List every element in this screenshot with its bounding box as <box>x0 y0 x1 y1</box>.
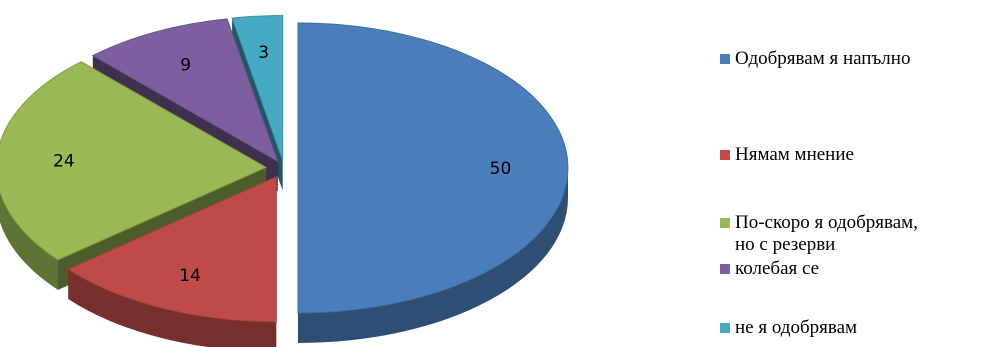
legend-item-disapprove: не я одобрявам <box>720 317 857 339</box>
slice-hesitating <box>91 18 279 163</box>
legend-item-approve-with-reservations: По-скоро я одобрявам, но с резерви <box>720 212 918 256</box>
legend: Одобрявам я напълно Нямам мнение По-скор… <box>720 0 1005 347</box>
legend-swatch-no-opinion <box>720 150 730 160</box>
legend-swatch-approve-with-reservations <box>720 218 730 228</box>
legend-label-approve-fully: Одобрявам я напълно <box>735 48 911 69</box>
data-label-approve-fully: 50 <box>490 159 512 179</box>
legend-label-hesitating: колебая се <box>735 258 820 279</box>
data-label-approve-with-reservations: 24 <box>53 152 75 172</box>
slice-approve-with-reservations <box>0 61 268 261</box>
legend-item-hesitating: колебая се <box>720 258 819 280</box>
data-label-no-opinion: 14 <box>179 266 201 286</box>
legend-label-no-opinion: Нямам мнение <box>735 144 854 165</box>
slice-wall-no-opinion <box>68 269 277 347</box>
legend-swatch-hesitating <box>720 264 730 274</box>
legend-label-approve-with-reservations: По-скоро я одобрявам, но с резерви <box>735 212 918 255</box>
legend-label-disapprove: не я одобрявам <box>735 317 858 338</box>
legend-item-no-opinion: Нямам мнение <box>720 144 854 166</box>
slice-no-opinion <box>67 175 277 323</box>
slice-approve-fully <box>297 22 569 314</box>
data-label-disapprove: 3 <box>258 43 269 63</box>
slice-disapprove <box>231 15 284 161</box>
legend-swatch-approve-fully <box>720 54 730 64</box>
legend-swatch-disapprove <box>720 323 730 333</box>
pie-chart: 50 14 24 9 3 <box>0 15 569 347</box>
legend-item-approve-fully: Одобрявам я напълно <box>720 48 910 70</box>
slice-wall-approve-with-reservations <box>0 191 58 290</box>
data-label-hesitating: 9 <box>180 55 191 75</box>
